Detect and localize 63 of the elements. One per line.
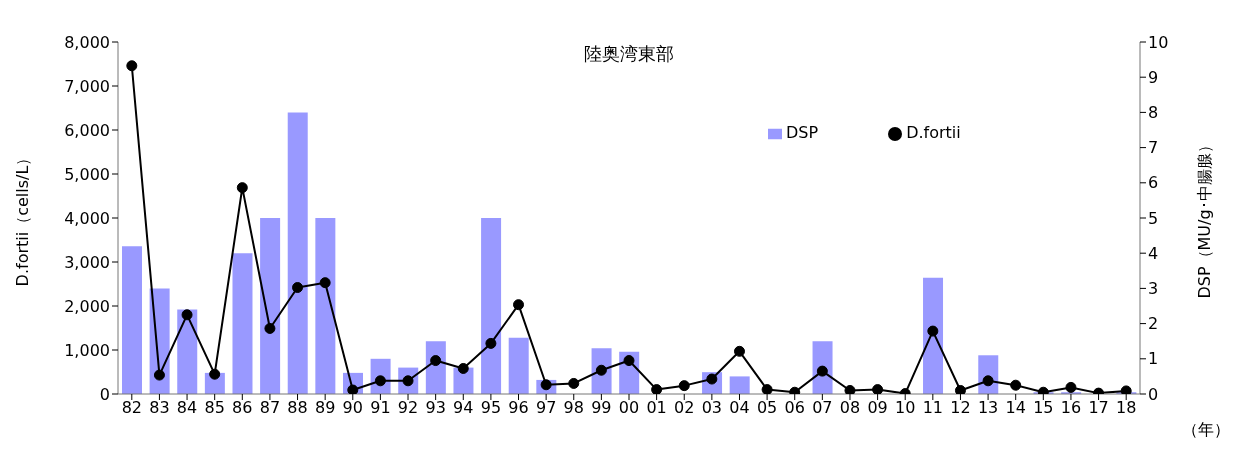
x-tick-label: 17 (1088, 398, 1109, 418)
x-tick-label: 16 (1060, 398, 1082, 418)
y2-tick-label: 8 (1148, 103, 1159, 123)
x-tick-label: 10 (895, 398, 916, 418)
y2-tick-label: 9 (1148, 67, 1159, 87)
x-tick-label: 05 (756, 398, 778, 418)
x-tick-label: 90 (342, 398, 363, 418)
x-axis-title: （年） (1182, 420, 1230, 441)
y2-tick-label: 7 (1148, 138, 1159, 158)
x-tick-label: 92 (397, 398, 419, 418)
x-tick-label: 00 (618, 398, 640, 418)
x-tick-label: 88 (287, 398, 308, 418)
y-tick-label: 5,000 (64, 164, 110, 184)
y-tick-label: 2,000 (64, 296, 110, 316)
x-tick-label: 98 (563, 398, 584, 418)
x-tick-label: 07 (812, 398, 833, 418)
x-tick-label: 18 (1116, 398, 1137, 418)
y2-tick-label: 0 (1148, 384, 1159, 404)
chart-title: 陸奥湾東部 (583, 42, 675, 66)
x-tick-label: 15 (1033, 398, 1054, 418)
y2-tick-label: 3 (1148, 279, 1159, 299)
legend-label: D.fortii (906, 123, 961, 142)
x-tick-label: 86 (232, 398, 253, 418)
y2-axis-title: DSP（MU/g･中腸腺） (1194, 137, 1214, 299)
x-tick-label: 12 (950, 398, 971, 418)
x-tick-label: 02 (674, 398, 695, 418)
x-tick-label: 95 (480, 398, 502, 418)
y-tick-label: 3,000 (64, 252, 110, 272)
x-tick-label: 01 (646, 398, 667, 418)
y2-tick-label: 4 (1148, 243, 1159, 263)
x-tick-label: 94 (453, 398, 474, 418)
x-tick-label: 13 (977, 398, 999, 418)
legend-label: DSP (786, 123, 819, 142)
x-tick-label: 09 (867, 398, 888, 418)
y-tick-label: 0 (99, 384, 110, 404)
x-tick-label: 87 (259, 398, 281, 418)
x-tick-label: 04 (729, 398, 750, 418)
x-tick-label: 97 (535, 398, 557, 418)
x-tick-label: 84 (176, 398, 198, 418)
y-tick-label: 1,000 (64, 340, 110, 360)
x-tick-label: 03 (701, 398, 723, 418)
y-tick-label: 6,000 (64, 120, 110, 140)
x-tick-label: 11 (922, 398, 944, 418)
y-axis-title: D.fortii（cells/L） (12, 149, 32, 287)
x-tick-label: 82 (121, 398, 142, 418)
y2-tick-label: 1 (1148, 349, 1159, 369)
x-tick-label: 96 (508, 398, 529, 418)
y2-tick-label: 2 (1148, 314, 1159, 334)
x-tick-label: 93 (425, 398, 446, 418)
y2-tick-label: 6 (1148, 173, 1159, 193)
x-tick-label: 99 (591, 398, 612, 418)
y2-tick-label: 5 (1148, 208, 1159, 228)
y-tick-label: 8,000 (64, 32, 110, 52)
y2-tick-label: 10 (1148, 32, 1169, 52)
x-tick-label: 91 (370, 398, 391, 418)
x-tick-label: 06 (784, 398, 805, 418)
x-tick-label: 08 (839, 398, 861, 418)
y-tick-label: 4,000 (64, 208, 110, 228)
y-tick-label: 7,000 (64, 76, 110, 96)
x-tick-label: 89 (314, 398, 336, 418)
x-tick-label: 85 (204, 398, 225, 418)
x-tick-label: 14 (1005, 398, 1026, 418)
x-tick-label: 83 (149, 398, 170, 418)
